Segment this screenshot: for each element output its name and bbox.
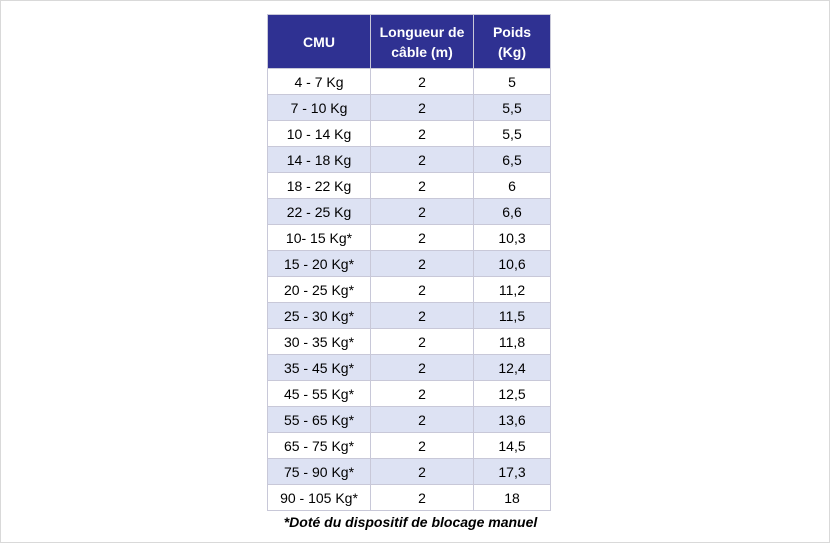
cmu-cell: 45 - 55 Kg* (267, 380, 371, 407)
cmu-cell: 22 - 25 Kg (267, 198, 371, 225)
weight-cell: 5 (473, 68, 551, 95)
cmu-cell: 10 - 14 Kg (267, 120, 371, 147)
table-row: 25 - 30 Kg* 2 11,5 (267, 302, 551, 329)
table-row: 10 - 14 Kg 2 5,5 (267, 120, 551, 147)
header-cable-length: Longueur de câble (m) (370, 14, 474, 69)
cmu-cell: 18 - 22 Kg (267, 172, 371, 199)
table-row: 90 - 105 Kg* 2 18 (267, 484, 551, 511)
cmu-cell: 20 - 25 Kg* (267, 276, 371, 303)
weight-cell: 11,5 (473, 302, 551, 329)
cmu-cell: 30 - 35 Kg* (267, 328, 371, 355)
weight-cell: 13,6 (473, 406, 551, 433)
weight-cell: 10,3 (473, 224, 551, 251)
table-row: 15 - 20 Kg* 2 10,6 (267, 250, 551, 277)
cmu-cell: 15 - 20 Kg* (267, 250, 371, 277)
cable-length-cell: 2 (370, 172, 474, 199)
weight-cell: 5,5 (473, 94, 551, 121)
cable-length-cell: 2 (370, 224, 474, 251)
cmu-cell: 75 - 90 Kg* (267, 458, 371, 485)
table-row: 20 - 25 Kg* 2 11,2 (267, 276, 551, 303)
weight-cell: 6,5 (473, 146, 551, 173)
cmu-cell: 35 - 45 Kg* (267, 354, 371, 381)
weight-cell: 12,4 (473, 354, 551, 381)
cmu-cell: 25 - 30 Kg* (267, 302, 371, 329)
header-weight: Poids (Kg) (473, 14, 551, 69)
cable-length-cell: 2 (370, 484, 474, 511)
cmu-cell: 7 - 10 Kg (267, 94, 371, 121)
table-row: 30 - 35 Kg* 2 11,8 (267, 328, 551, 355)
cable-length-cell: 2 (370, 380, 474, 407)
cmu-cell: 65 - 75 Kg* (267, 432, 371, 459)
table-row: 10- 15 Kg* 2 10,3 (267, 224, 551, 251)
weight-cell: 10,6 (473, 250, 551, 277)
table-row: 65 - 75 Kg* 2 14,5 (267, 432, 551, 459)
cable-length-cell: 2 (370, 198, 474, 225)
cable-length-cell: 2 (370, 68, 474, 95)
table-row: 55 - 65 Kg* 2 13,6 (267, 406, 551, 433)
table-body: 4 - 7 Kg 2 5 7 - 10 Kg 2 5,5 10 - 14 Kg 2 5,5 14 … (267, 68, 551, 511)
weight-cell: 14,5 (473, 432, 551, 459)
spec-table: CMU Longueur de câble (m) Poids (Kg) 4 -… (267, 14, 551, 511)
cmu-cell: 90 - 105 Kg* (267, 484, 371, 511)
cable-length-cell: 2 (370, 458, 474, 485)
table-row: 22 - 25 Kg 2 6,6 (267, 198, 551, 225)
weight-cell: 18 (473, 484, 551, 511)
weight-cell: 11,2 (473, 276, 551, 303)
weight-cell: 12,5 (473, 380, 551, 407)
cmu-cell: 4 - 7 Kg (267, 68, 371, 95)
cable-length-cell: 2 (370, 302, 474, 329)
cmu-cell: 14 - 18 Kg (267, 146, 371, 173)
weight-cell: 17,3 (473, 458, 551, 485)
table-row: 7 - 10 Kg 2 5,5 (267, 94, 551, 121)
table-row: 45 - 55 Kg* 2 12,5 (267, 380, 551, 407)
cable-length-cell: 2 (370, 146, 474, 173)
cable-length-cell: 2 (370, 328, 474, 355)
table-row: 18 - 22 Kg 2 6 (267, 172, 551, 199)
cable-length-cell: 2 (370, 120, 474, 147)
cable-length-cell: 2 (370, 354, 474, 381)
table-row: 35 - 45 Kg* 2 12,4 (267, 354, 551, 381)
table-header-row: CMU Longueur de câble (m) Poids (Kg) (267, 14, 551, 69)
cable-length-cell: 2 (370, 432, 474, 459)
table-row: 14 - 18 Kg 2 6,5 (267, 146, 551, 173)
cable-length-cell: 2 (370, 94, 474, 121)
weight-cell: 11,8 (473, 328, 551, 355)
weight-cell: 6 (473, 172, 551, 199)
weight-cell: 6,6 (473, 198, 551, 225)
cable-length-cell: 2 (370, 406, 474, 433)
cable-length-cell: 2 (370, 276, 474, 303)
header-cmu: CMU (267, 14, 371, 69)
cmu-cell: 10- 15 Kg* (267, 224, 371, 251)
table-row: 75 - 90 Kg* 2 17,3 (267, 458, 551, 485)
weight-cell: 5,5 (473, 120, 551, 147)
cmu-cell: 55 - 65 Kg* (267, 406, 371, 433)
table-row: 4 - 7 Kg 2 5 (267, 68, 551, 95)
footnote: *Doté du dispositif de blocage manuel (283, 514, 538, 530)
cable-length-cell: 2 (370, 250, 474, 277)
